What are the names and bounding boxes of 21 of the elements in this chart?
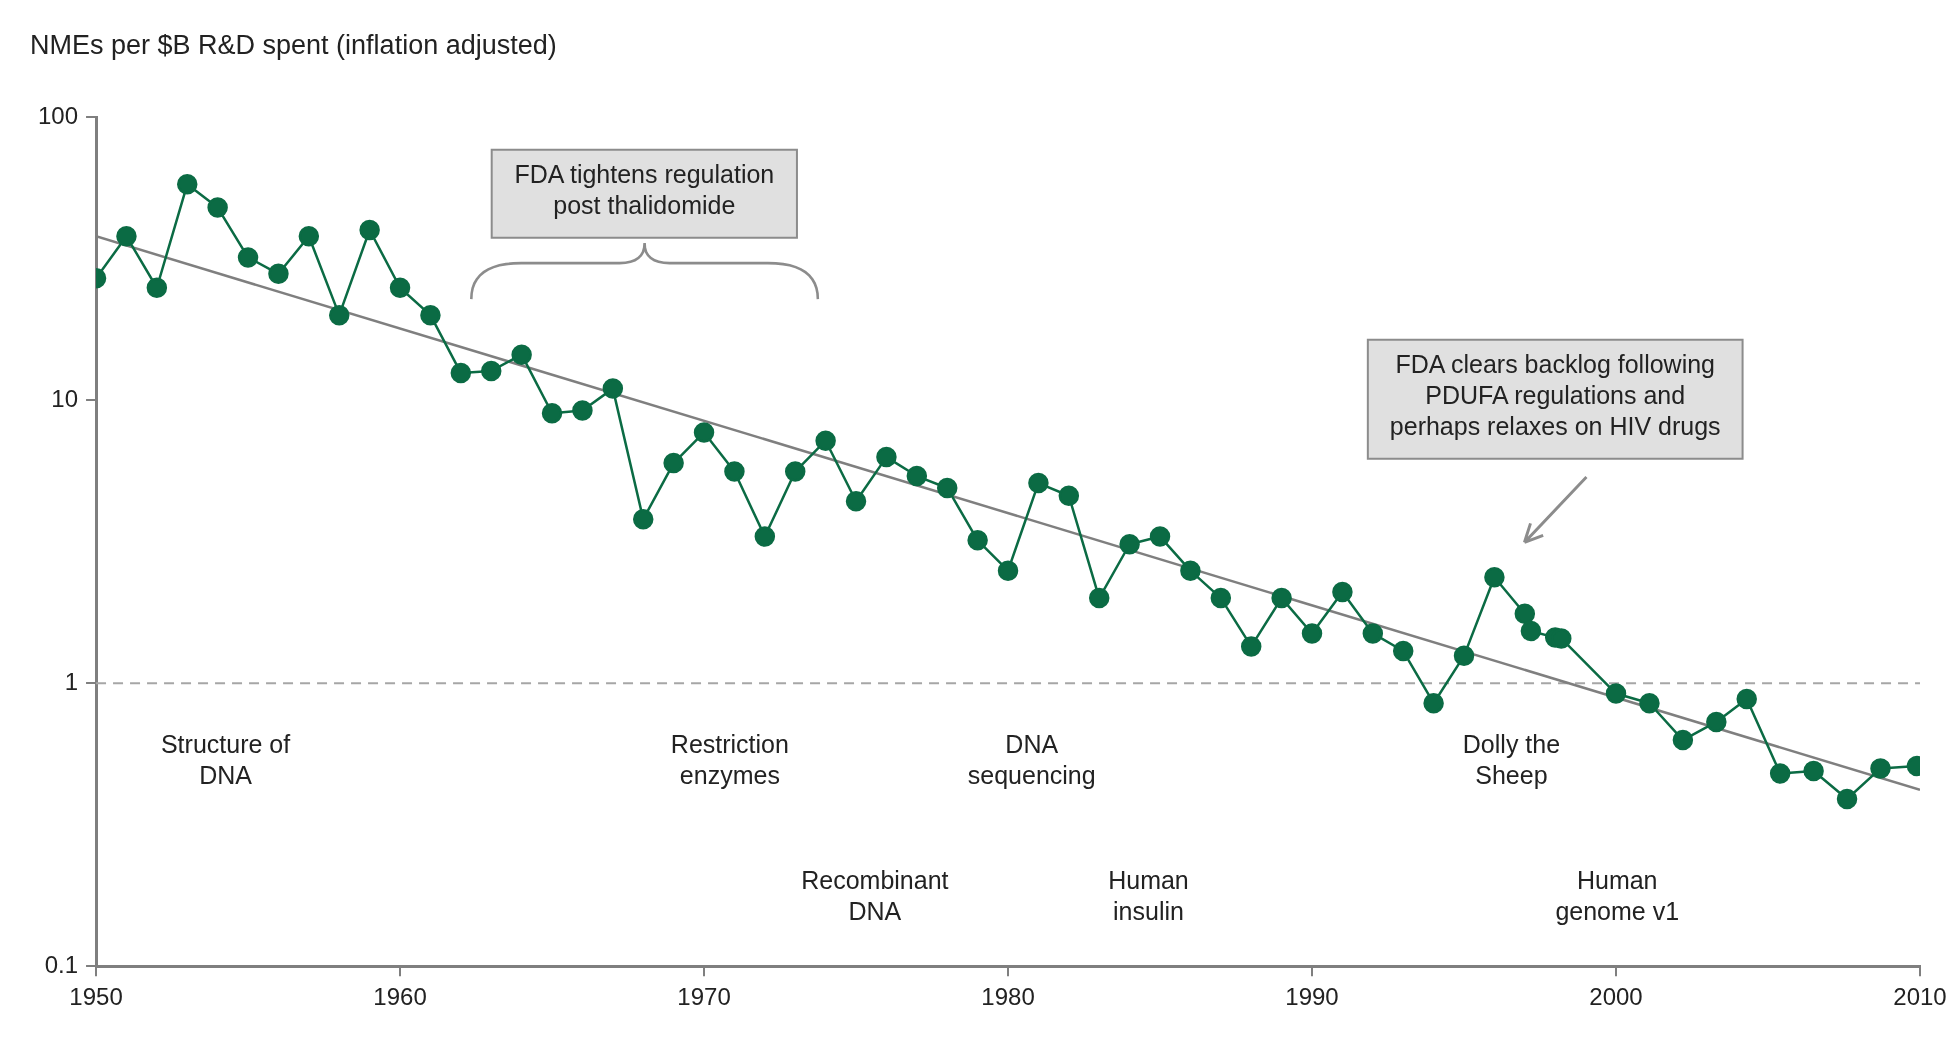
x-tick-label: 1970 — [677, 983, 731, 1011]
annotation: FDA tightens regulation post thalidomide — [514, 160, 775, 220]
annotation: DNA sequencing — [967, 730, 1096, 790]
annotation: Structure of DNA — [160, 730, 291, 790]
x-tick-label: 1950 — [69, 983, 123, 1011]
y-tick-label: 1 — [64, 667, 79, 695]
y-tick-label: 10 — [51, 384, 79, 412]
annotation: Dolly the Sheep — [1462, 730, 1561, 790]
annotation: Human genome v1 — [1555, 865, 1680, 925]
x-tick-label: 1980 — [981, 983, 1035, 1011]
chart-title: NMEs per $B R&D spent (inflation adjusted) — [30, 29, 557, 60]
x-tick-label: 2000 — [1589, 983, 1643, 1011]
annotation: FDA clears backlog following PDUFA regulations and perhaps relaxes on HIV drugs — [1389, 350, 1721, 441]
annotation: Restriction enzymes — [670, 730, 789, 790]
y-tick-label: 100 — [38, 102, 79, 130]
x-tick-label: 1960 — [373, 983, 427, 1011]
x-tick-label: 1990 — [1285, 983, 1339, 1011]
annotation: Recombinant DNA — [801, 865, 949, 925]
x-tick-label: 2010 — [1893, 983, 1947, 1011]
y-tick-label: 0.1 — [44, 950, 79, 978]
annotation: Human insulin — [1108, 865, 1189, 925]
